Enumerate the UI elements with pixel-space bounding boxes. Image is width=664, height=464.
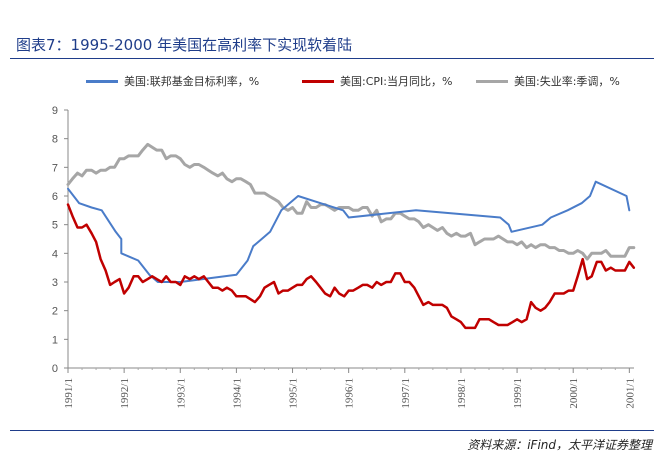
x-tick-label: 2000/1 <box>568 378 580 409</box>
series-line-fed-funds-rate <box>67 180 631 283</box>
x-tick-label: 1995/1 <box>288 378 300 409</box>
legend-label-cpi-yoy: 美国:CPI:当月同比，% <box>340 75 453 88</box>
footer-divider <box>10 430 654 431</box>
series-line-cpi-yoy <box>66 203 636 330</box>
legend-swatch-cpi-yoy <box>302 80 334 83</box>
x-tick-label: 1996/1 <box>344 378 356 409</box>
legend-swatch-unemployment-rate <box>476 80 508 83</box>
y-tick-label: 1 <box>52 334 58 346</box>
series-line-unemployment-rate <box>66 142 636 261</box>
legend-label-fed-funds-rate: 美国:联邦基金目标利率，% <box>124 75 260 88</box>
y-tick-label: 0 <box>52 363 58 375</box>
legend-swatch-fed-funds-rate <box>86 80 118 83</box>
x-tick-label: 1998/1 <box>456 378 468 409</box>
y-tick-label: 6 <box>52 191 58 203</box>
x-tick-label: 1992/1 <box>119 378 131 409</box>
x-tick-label: 1997/1 <box>400 378 412 409</box>
y-tick-label: 9 <box>52 105 58 117</box>
source-note: 资料来源：iFind，太平洋证券整理 <box>467 438 652 452</box>
x-tick-label: 2001/1 <box>624 378 636 409</box>
y-tick-label: 2 <box>52 306 58 318</box>
x-tick-label: 1993/1 <box>175 378 187 409</box>
y-tick-label: 4 <box>52 248 58 260</box>
x-tick-label: 1999/1 <box>512 378 524 409</box>
x-tick-label: 1994/1 <box>231 378 243 409</box>
y-tick-label: 3 <box>52 277 58 289</box>
y-tick-label: 5 <box>52 220 58 232</box>
legend-label-unemployment-rate: 美国:失业率:季调，% <box>514 75 620 88</box>
title-divider <box>10 58 654 59</box>
x-tick-label: 1991/1 <box>63 378 75 409</box>
title-bar: 图表7：1995-2000 年美国在高利率下实现软着陆 <box>10 28 654 58</box>
chart-title: 图表7：1995-2000 年美国在高利率下实现软着陆 <box>16 36 353 54</box>
y-tick-label: 8 <box>52 134 58 146</box>
y-tick-label: 7 <box>52 162 58 174</box>
